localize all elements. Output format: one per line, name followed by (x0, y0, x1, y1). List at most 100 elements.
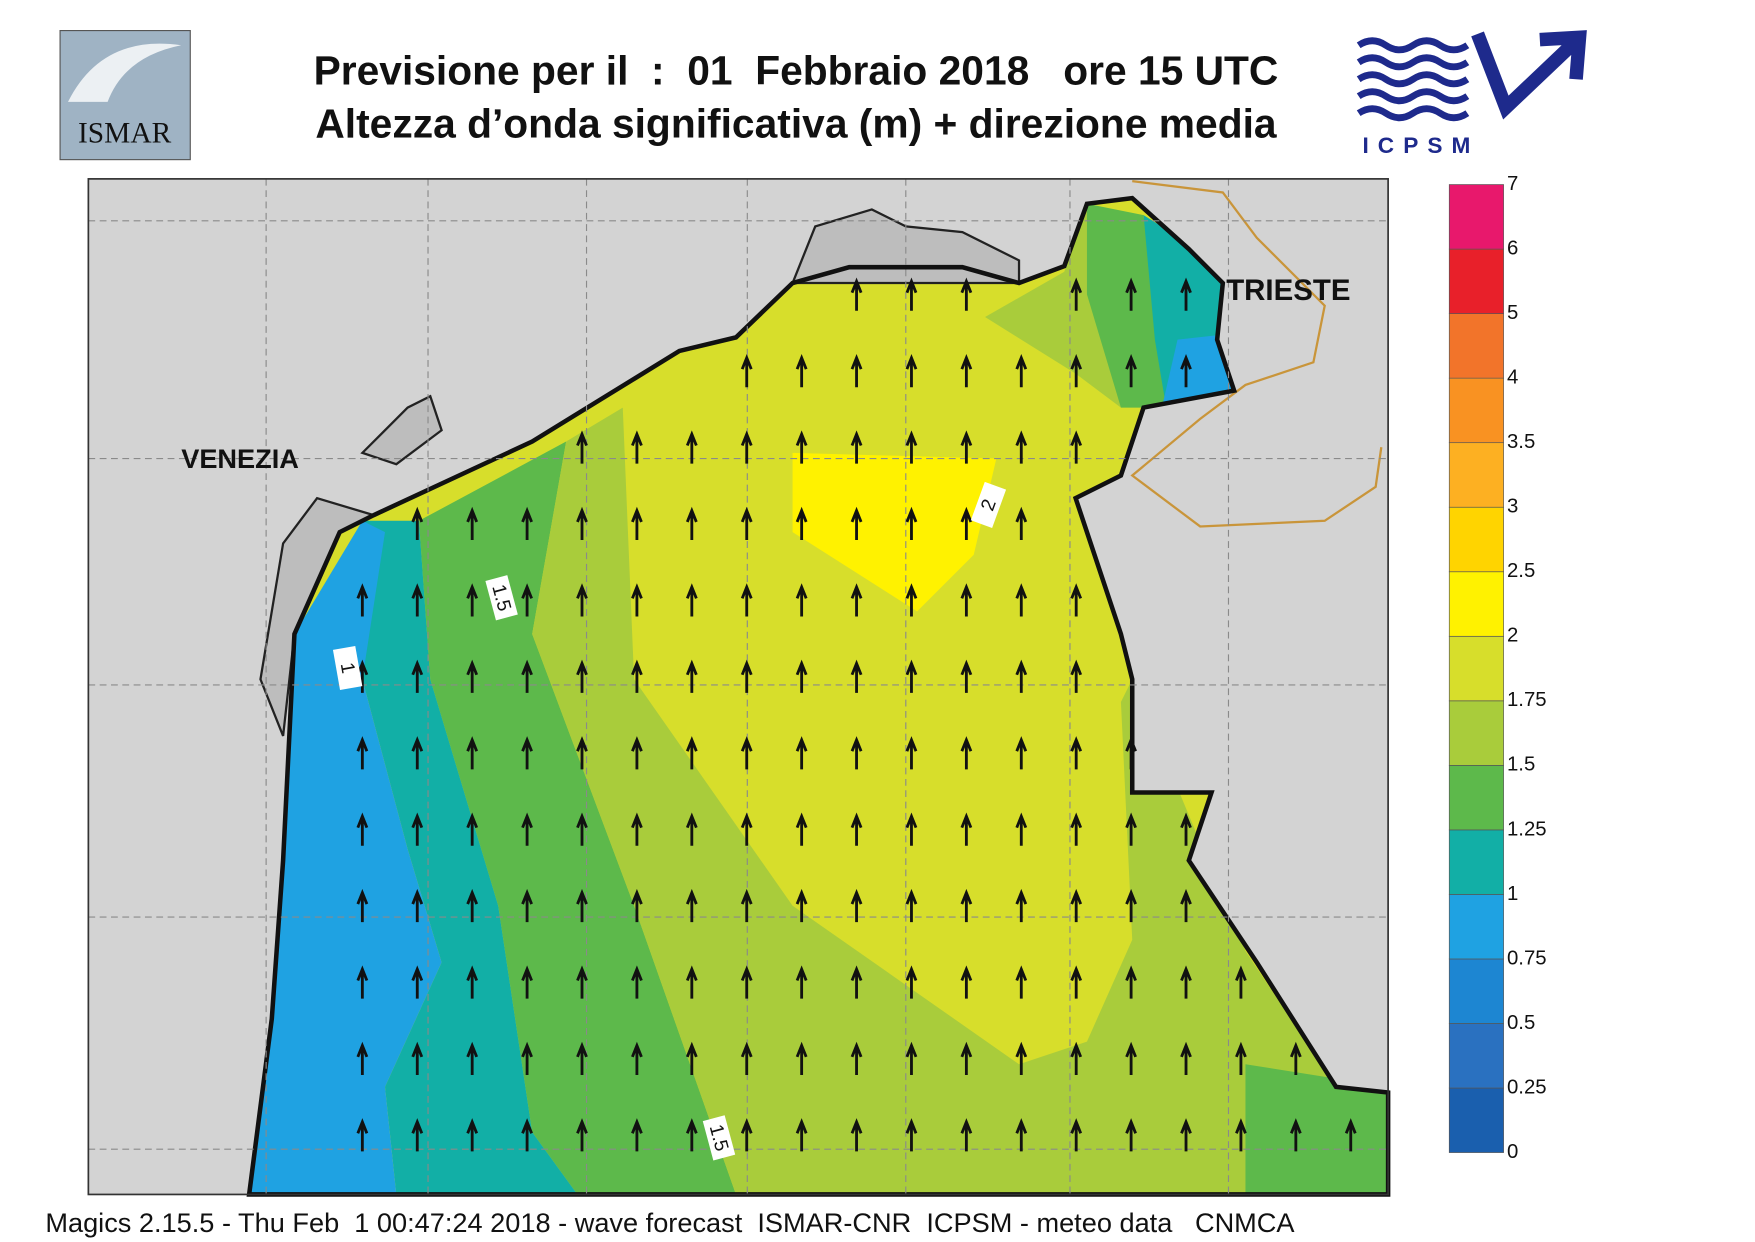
place-label: VENEZIA (181, 443, 299, 474)
direction-arrow (466, 506, 479, 541)
logo-text: ISMAR (78, 118, 172, 150)
direction-arrow (1070, 812, 1083, 846)
logo-text: ICPSM (1362, 133, 1479, 158)
border (1130, 180, 1383, 528)
direction-arrow (631, 430, 643, 464)
direction-arrow (1125, 277, 1137, 311)
direction-arrow (466, 659, 479, 693)
direction-arrow (356, 736, 369, 770)
direction-arrow (411, 736, 424, 770)
title-line: Previsione per il : 01 Febbraio 2018 ore… (314, 47, 1279, 93)
direction-arrow (905, 965, 918, 999)
direction-arrow (905, 1118, 918, 1152)
direction-arrow (631, 812, 643, 846)
direction-arrow (960, 277, 973, 311)
direction-arrow (576, 965, 588, 999)
wave-zone (249, 520, 442, 1195)
direction-arrow (576, 1041, 588, 1076)
direction-arrow (411, 812, 424, 846)
colorbar-bin (1448, 1023, 1504, 1089)
direction-arrow (576, 506, 588, 541)
direction-arrow (631, 1118, 643, 1152)
direction-arrow (960, 353, 973, 388)
direction-arrow (905, 659, 918, 693)
direction-arrow (1125, 1041, 1137, 1076)
direction-arrow (905, 353, 918, 388)
direction-arrow (631, 659, 643, 693)
direction-arrow (411, 1041, 424, 1076)
direction-arrow (576, 583, 588, 617)
direction-arrow (411, 888, 424, 923)
colorbar-bin (1448, 571, 1504, 637)
direction-arrow (576, 430, 588, 464)
colorbar-bin (1448, 829, 1504, 895)
direction-arrow (356, 1118, 369, 1152)
direction-arrow (740, 1118, 753, 1152)
direction-arrow (1070, 965, 1083, 999)
direction-arrow (1125, 1118, 1137, 1152)
direction-arrow (960, 888, 973, 923)
direction-arrow (576, 736, 588, 770)
direction-arrow (411, 659, 424, 693)
direction-arrow (850, 583, 863, 617)
direction-arrow (521, 1118, 533, 1152)
direction-arrow (1015, 430, 1028, 464)
direction-arrow (850, 430, 863, 464)
direction-arrow (466, 965, 479, 999)
direction-arrow (740, 888, 753, 923)
direction-arrow (850, 888, 863, 923)
colorbar-label: 0.5 (1507, 1012, 1535, 1034)
direction-arrow (1235, 965, 1247, 999)
direction-arrow (1070, 1118, 1083, 1152)
colorbar-bin (1448, 700, 1504, 766)
direction-arrow (905, 583, 918, 617)
label-box (702, 1115, 736, 1161)
direction-arrow (1070, 277, 1083, 311)
direction-arrow (356, 583, 369, 617)
direction-arrow (960, 430, 973, 464)
direction-arrow (1125, 965, 1137, 999)
direction-arrow (521, 888, 533, 923)
direction-arrow (795, 888, 808, 923)
direction-arrow (740, 430, 753, 464)
direction-arrow (521, 736, 533, 770)
direction-arrow (905, 1041, 918, 1076)
direction-arrow (905, 736, 918, 770)
direction-arrow (356, 888, 369, 923)
direction-arrow (905, 277, 918, 311)
colorbar-label: 3.5 (1507, 431, 1535, 453)
colorbar-label: 4 (1507, 367, 1518, 389)
direction-arrow (521, 965, 533, 999)
colorbar-label: 5 (1507, 302, 1518, 324)
direction-arrow (795, 736, 808, 770)
direction-arrow (1015, 736, 1028, 770)
direction-arrow (960, 506, 973, 541)
direction-arrow (631, 965, 643, 999)
direction-arrow (960, 583, 973, 617)
direction-arrow (576, 1118, 588, 1152)
colorbar-bin (1448, 442, 1504, 508)
direction-arrow (685, 812, 698, 846)
direction-arrow (1289, 1041, 1302, 1076)
direction-arrow (795, 506, 808, 541)
direction-arrow (1180, 965, 1192, 999)
map-frame (87, 178, 1389, 1196)
direction-arrow (631, 888, 643, 923)
direction-arrow (1070, 659, 1083, 693)
colorbar-label: 1.25 (1507, 818, 1547, 840)
colorbar-bin (1448, 313, 1504, 379)
direction-arrow (795, 583, 808, 617)
wave-zone (532, 407, 1337, 1195)
colorbar-bin (1448, 635, 1504, 702)
direction-arrow (850, 1118, 863, 1152)
direction-arrow (685, 1118, 698, 1152)
direction-arrow (1070, 888, 1083, 923)
footer: Magics 2.15.5 - Thu Feb 1 00:47:24 2018 … (45, 1207, 1295, 1238)
colorbar-bin (1448, 506, 1504, 573)
direction-arrow (1070, 736, 1083, 770)
direction-arrow (1180, 1118, 1192, 1152)
direction-arrow (795, 353, 808, 388)
direction-arrow (685, 1041, 698, 1076)
direction-arrow (1070, 1041, 1083, 1076)
